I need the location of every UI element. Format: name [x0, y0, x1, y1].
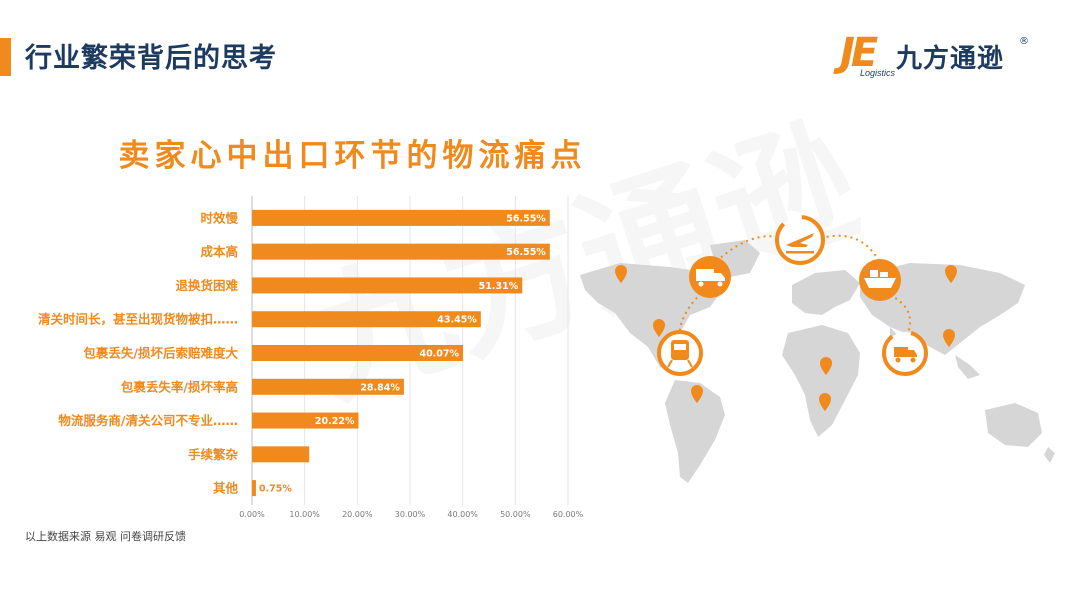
delivery-truck-icon — [882, 330, 928, 376]
ship-icon — [859, 259, 901, 301]
data-label: 10.86% — [312, 450, 352, 461]
location-pins — [615, 265, 957, 411]
category-label: 包裹丢失/损坏后索赔难度大 — [82, 346, 238, 361]
category-label: 其他 — [213, 481, 239, 496]
x-tick-label: 40.00% — [447, 510, 478, 519]
title-accent-bar — [0, 38, 11, 76]
category-label: 包裹丢失率/损坏率高 — [120, 379, 238, 394]
logo-name: 九方通逊 — [896, 44, 1005, 74]
data-label: 56.55% — [506, 247, 546, 258]
data-label: 40.07% — [419, 349, 459, 360]
chart-title: 卖家心中出口环节的物流痛点 — [118, 138, 587, 174]
x-tick-label: 50.00% — [500, 510, 531, 519]
category-label: 时效慢 — [200, 210, 238, 225]
page-title: 行业繁荣背后的思考 — [25, 43, 277, 74]
bar — [252, 446, 310, 463]
logo-registered-mark: ® — [1019, 36, 1029, 47]
bar — [252, 243, 550, 260]
category-label: 物流服务商/清关公司不专业…… — [58, 413, 238, 428]
plane-icon — [775, 215, 825, 265]
x-tick-label: 20.00% — [342, 510, 373, 519]
world-map — [580, 215, 1055, 483]
bar — [252, 311, 481, 328]
bar — [252, 480, 256, 497]
bar-chart: 0.00% 10.00% 20.00% 30.00% 40.00% 50.00% 60.00… — [38, 196, 584, 519]
data-label: 0.75% — [259, 484, 292, 495]
x-tick-label: 0.00% — [239, 510, 265, 519]
bar — [252, 378, 404, 395]
x-tick-label: 30.00% — [395, 510, 426, 519]
bar — [252, 412, 359, 429]
data-label: 20.22% — [315, 416, 355, 427]
logo-subtitle: Logistics — [860, 68, 896, 78]
x-tick-label: 60.00% — [553, 510, 584, 519]
category-label: 清关时间长，甚至出现货物被扣…… — [38, 312, 238, 327]
bar — [252, 345, 464, 361]
company-logo: JE 九方通逊 Logistics ® — [840, 30, 1040, 84]
bar — [252, 209, 550, 226]
train-icon — [657, 330, 703, 376]
bar — [252, 277, 523, 294]
truck-icon — [689, 256, 731, 298]
category-label: 退换货困难 — [175, 278, 238, 293]
category-label: 成本高 — [200, 244, 238, 259]
x-tick-label: 10.00% — [289, 510, 320, 519]
data-label: 56.55% — [506, 213, 546, 224]
logo-mark: JE — [840, 30, 878, 76]
data-label: 51.31% — [479, 281, 519, 292]
data-label: 43.45% — [437, 315, 477, 326]
data-source-note: 以上数据来源 易观 问卷调研反馈 — [25, 530, 186, 543]
data-label: 28.84% — [360, 382, 400, 393]
category-label: 手续繁杂 — [188, 447, 239, 462]
